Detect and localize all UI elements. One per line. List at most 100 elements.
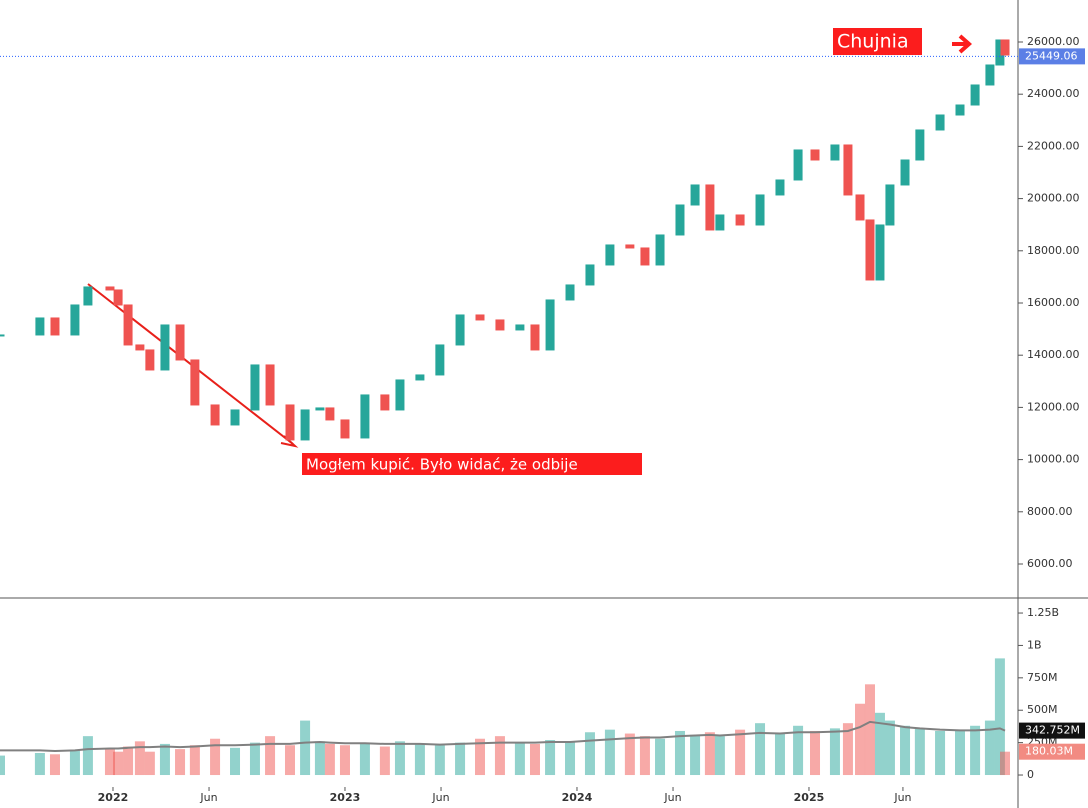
candle-body — [105, 286, 115, 291]
volume-bar — [414, 743, 425, 776]
last-price-label: 25449.06 — [1025, 49, 1078, 62]
volume-tick-label: 0 — [1027, 768, 1034, 781]
candle-body — [705, 184, 715, 231]
candle-body — [625, 244, 635, 249]
volume-ma-badge — [1019, 722, 1085, 739]
candle-body — [1000, 39, 1010, 56]
volume-bar — [49, 754, 60, 776]
volume-bar — [189, 745, 200, 776]
candle-body — [210, 404, 220, 426]
candle-body — [325, 407, 335, 421]
candle-body — [690, 184, 700, 206]
volume-ma-label: 342.752M — [1025, 724, 1080, 737]
candle-body — [265, 364, 275, 406]
candle-body — [380, 394, 390, 411]
volume-bar — [230, 747, 241, 776]
volume-bar — [104, 749, 115, 776]
candle-body — [83, 286, 93, 306]
candle-body — [775, 179, 785, 196]
candle-body — [585, 264, 595, 286]
candle-body — [955, 104, 965, 116]
volume-bar — [265, 736, 276, 776]
candle-body — [455, 314, 465, 346]
volume-bar — [970, 725, 981, 776]
volume-bar — [475, 738, 486, 776]
candle-body — [530, 324, 540, 351]
volume-last-label: 180.03M — [1025, 745, 1073, 758]
candle-body — [123, 304, 133, 346]
annotation-arrow — [952, 34, 973, 54]
volume-bar — [655, 738, 666, 776]
candle-body — [475, 314, 485, 321]
volume-bar — [874, 712, 885, 776]
y-tick-label: 10000.00 — [1027, 453, 1080, 466]
volume-bar — [842, 723, 853, 776]
volume-bar — [639, 736, 650, 776]
x-tick-label: 2024 — [562, 791, 593, 804]
volume-bar — [565, 741, 576, 776]
candle-body — [415, 374, 425, 381]
volume-bar — [69, 750, 80, 776]
x-tick-label: 2022 — [98, 791, 129, 804]
volume-bar — [300, 720, 311, 776]
volume-bar — [984, 720, 995, 776]
volume-bar — [0, 755, 5, 776]
candle-body — [675, 204, 685, 236]
volume-tick-label: 750M — [1027, 671, 1058, 684]
y-tick-label: 14000.00 — [1027, 348, 1080, 361]
x-tick-label: Jun — [893, 791, 911, 804]
candle-body — [70, 304, 80, 336]
volume-bar — [159, 743, 170, 776]
volume-bar — [1000, 751, 1011, 776]
candle-body — [915, 129, 925, 161]
candle-body — [865, 219, 875, 281]
volume-bar — [914, 728, 925, 776]
candle-body — [605, 244, 615, 266]
volume-bar — [674, 730, 685, 776]
y-tick-label: 20000.00 — [1027, 192, 1080, 205]
candle-body — [190, 359, 200, 406]
volume-bar — [314, 741, 325, 776]
candle-body — [640, 247, 650, 266]
volume-bar — [82, 736, 93, 776]
volume-bar — [900, 725, 911, 776]
volume-bar — [34, 752, 45, 776]
x-tick-label: Jun — [663, 791, 681, 804]
candle-body — [300, 409, 310, 441]
volume-tick-label: 1B — [1027, 638, 1042, 651]
volume-bar — [690, 734, 701, 776]
y-tick-label: 24000.00 — [1027, 87, 1080, 100]
candle-body — [360, 394, 370, 439]
volume-bar — [394, 741, 405, 776]
candle-body — [515, 324, 525, 331]
candle-body — [655, 234, 665, 266]
candle-body — [315, 407, 325, 411]
volume-bar — [284, 745, 295, 776]
y-tick-label: 6000.00 — [1027, 557, 1073, 570]
candle-body — [715, 214, 725, 231]
candle-body — [0, 334, 5, 337]
volume-bar — [624, 733, 635, 776]
last-price-badge — [1019, 48, 1085, 65]
volume-bar — [604, 729, 615, 776]
candle-body — [565, 284, 575, 301]
annotation-text: Chujnia — [837, 31, 909, 53]
volume-bar — [123, 746, 134, 776]
candle-body — [113, 289, 123, 306]
candle-body — [970, 84, 980, 106]
candle-body — [885, 184, 895, 226]
candle-body — [340, 419, 350, 439]
volume-bar — [884, 720, 895, 776]
y-tick-label: 22000.00 — [1027, 139, 1080, 152]
y-tick-label: 8000.00 — [1027, 505, 1073, 518]
candle-body — [935, 114, 945, 131]
candle-body — [545, 299, 555, 351]
y-tick-label: 12000.00 — [1027, 400, 1080, 413]
volume-bar — [545, 740, 556, 776]
x-tick-label: 2023 — [330, 791, 361, 804]
y-tick-label: 18000.00 — [1027, 244, 1080, 257]
volume-bar — [704, 732, 715, 776]
